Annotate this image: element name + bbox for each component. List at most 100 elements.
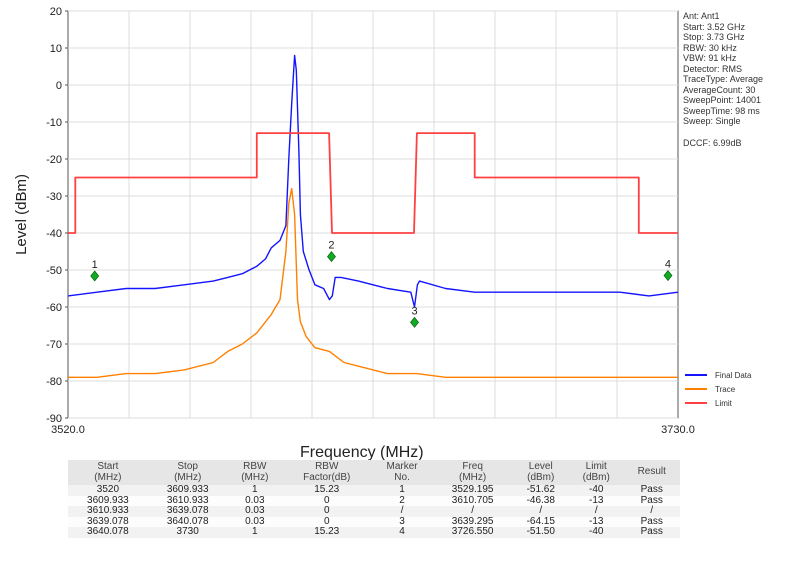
info-line: VBW: 91 kHz bbox=[683, 53, 737, 63]
table-row: 3639.078 3640.078 0.03 0 3 3639.295 -64.15 -13 P… bbox=[68, 516, 680, 527]
table-header-cell: RBW Factor(dB) bbox=[282, 460, 372, 485]
table-cell: -13 bbox=[568, 495, 624, 506]
y-tick-label: -90 bbox=[46, 413, 62, 425]
table-cell: 3639.078 bbox=[147, 505, 228, 517]
y-tick-label: 10 bbox=[50, 43, 62, 55]
table-cell: 0 bbox=[282, 505, 372, 517]
table-cell: / bbox=[623, 505, 680, 517]
y-tick-label: -70 bbox=[46, 339, 62, 351]
marker-label-4: 4 bbox=[665, 259, 671, 271]
table-header-cell: Marker No. bbox=[371, 460, 433, 485]
table-cell: -64.15 bbox=[512, 516, 569, 527]
x-tick-label: 3520.0 bbox=[51, 424, 85, 436]
marker-1 bbox=[90, 270, 100, 282]
table-cell: 15.23 bbox=[282, 484, 372, 496]
table-cell: / bbox=[568, 505, 624, 517]
table-cell: -51.50 bbox=[512, 526, 569, 538]
table-cell: 0 bbox=[282, 495, 372, 506]
table-header-row: Start (MHz) Stop (MHz) RBW (MHz) RBW Factor(dB)… bbox=[68, 460, 680, 485]
series-final-data-line bbox=[67, 54, 679, 308]
table-header-cell: Stop (MHz) bbox=[147, 460, 228, 485]
table-cell: -40 bbox=[568, 484, 624, 496]
table-cell: 1 bbox=[227, 484, 283, 496]
table-cell: 1 bbox=[371, 484, 433, 496]
table-header-cell: Limit (dBm) bbox=[568, 460, 624, 485]
table-cell: -51.62 bbox=[512, 484, 569, 496]
info-line: Start: 3.52 GHz bbox=[683, 21, 746, 32]
table-cell: 3640.078 bbox=[147, 516, 228, 527]
legend-item: Trace bbox=[685, 382, 751, 396]
table-cell: Pass bbox=[623, 484, 680, 496]
table-row: 3520 3609.933 1 15.23 1 3529.195 -51.62 -40 Pass bbox=[68, 484, 680, 496]
marker-2 bbox=[327, 251, 336, 263]
table-cell: -46.38 bbox=[512, 495, 569, 506]
table-cell: 3610.705 bbox=[432, 495, 513, 506]
table-cell: Pass bbox=[623, 495, 680, 506]
y-tick-label: -50 bbox=[46, 265, 62, 277]
y-tick-label: 0 bbox=[56, 80, 62, 92]
table-header-cell: Level (dBm) bbox=[512, 460, 569, 485]
info-line: AverageCount: 30 bbox=[683, 84, 756, 95]
table-cell: 3 bbox=[371, 516, 433, 527]
info-line: TraceType: Average bbox=[683, 74, 764, 84]
legend-label: Trace bbox=[715, 384, 736, 394]
table-cell: 3730 bbox=[147, 526, 228, 538]
table-cell: 0.03 bbox=[227, 495, 283, 506]
y-tick-label: -30 bbox=[46, 191, 62, 203]
table-cell: / bbox=[512, 505, 569, 517]
info-line: Sweep: Single bbox=[683, 116, 741, 126]
x-tick-labels: 3520.0 3730.0 bbox=[51, 424, 695, 436]
table-header-cell: Start (MHz) bbox=[68, 460, 148, 485]
table-cell: 1 bbox=[227, 526, 283, 538]
y-tick-label: -80 bbox=[46, 376, 62, 388]
table-header-cell: Freq (MHz) bbox=[432, 460, 513, 485]
legend-swatch bbox=[685, 374, 707, 376]
table-cell: -40 bbox=[568, 526, 624, 538]
y-axis-label: Level (dBm) bbox=[13, 174, 30, 255]
marker-4 bbox=[663, 269, 673, 282]
info-line: RBW: 30 kHz bbox=[683, 42, 737, 53]
info-line: Stop: 3.73 GHz bbox=[683, 32, 745, 42]
markers: 1 2 3 4 bbox=[90, 240, 673, 328]
table-cell: 3609.933 bbox=[147, 484, 228, 496]
info-line: Ant: Ant1 bbox=[683, 11, 720, 21]
table-cell: Pass bbox=[623, 516, 680, 527]
table-cell: 2 bbox=[371, 495, 433, 506]
legend-swatch bbox=[685, 388, 707, 390]
table-header-cell: RBW (MHz) bbox=[227, 460, 283, 485]
marker-label-3: 3 bbox=[411, 305, 417, 317]
legend-label: Final Data bbox=[715, 370, 752, 380]
legend-item: Final Data bbox=[685, 368, 751, 382]
dccf-value: DCCF: 6.99dB bbox=[683, 137, 742, 148]
legend-label: Limit bbox=[715, 398, 732, 408]
legend-swatch bbox=[685, 402, 707, 404]
series-trace-line bbox=[68, 187, 678, 378]
table-cell: -13 bbox=[568, 516, 624, 527]
y-tick-label: -10 bbox=[46, 117, 62, 129]
grid bbox=[68, 10, 678, 419]
table-cell: 15.23 bbox=[282, 526, 372, 538]
legend: Final Data Trace Limit bbox=[685, 368, 751, 410]
table-cell: 3639.295 bbox=[432, 516, 513, 527]
table-cell: 3639.078 bbox=[68, 516, 148, 527]
x-tick-label: 3730.0 bbox=[661, 424, 695, 436]
y-tick-label: -20 bbox=[46, 154, 62, 166]
x-axis-label: Frequency (MHz) bbox=[300, 444, 424, 461]
table-cell: 3640.078 bbox=[68, 526, 148, 538]
series-lines bbox=[67, 54, 679, 378]
measurement-info-panel: Ant: Ant1 Start: 3.52 GHz Stop: 3.73 GHz RB… bbox=[683, 11, 788, 148]
table-cell: 3726.550 bbox=[432, 526, 513, 538]
table-cell: 0.03 bbox=[227, 516, 283, 527]
y-tick-labels: 20 10 0 -10 -20 -30 -40 -50 -60 -70 -80 -90 bbox=[46, 6, 68, 425]
table-cell: 3610.933 bbox=[147, 495, 228, 506]
info-line: Detector: RMS bbox=[683, 63, 743, 74]
y-tick-label: -40 bbox=[46, 228, 62, 240]
table-cell: 3520 bbox=[68, 484, 148, 496]
table-cell: / bbox=[371, 505, 433, 517]
table-cell: 3610.933 bbox=[68, 505, 148, 517]
marker-label-2: 2 bbox=[328, 240, 334, 252]
info-line: SweepTime: 98 ms bbox=[683, 105, 760, 116]
table-cell: / bbox=[432, 505, 513, 517]
marker-label-1: 1 bbox=[92, 259, 98, 271]
y-tick-label: -60 bbox=[46, 302, 62, 314]
